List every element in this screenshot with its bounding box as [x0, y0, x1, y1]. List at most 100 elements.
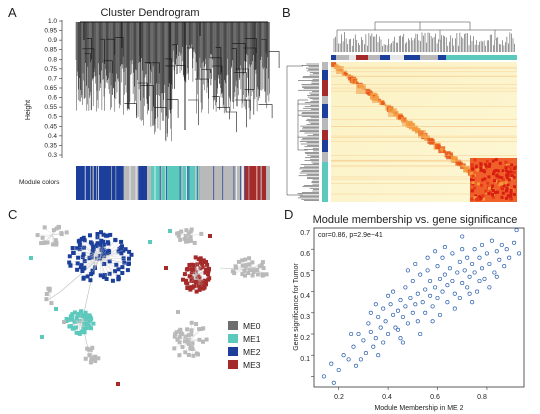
scatter-point [492, 270, 497, 275]
scatter-ylabel: Gene significance for Tumor [293, 263, 300, 351]
scatter-point [358, 357, 363, 362]
scatter-point [391, 312, 396, 317]
dendrogram-ytick: 0.95 [44, 28, 57, 35]
legend-label-me3: ME3 [243, 360, 261, 370]
scatter-points [321, 228, 522, 385]
scatter-point [395, 308, 401, 313]
dendrogram-ytick: 0.45 [44, 123, 57, 130]
network-node [208, 234, 212, 238]
scatter-point [494, 274, 499, 279]
legend-swatch-me1 [228, 334, 238, 343]
scatter-point [376, 314, 381, 320]
heatmap-top-dendrogram [333, 21, 515, 52]
scatter-point [452, 306, 457, 311]
scatter-point [504, 247, 509, 252]
heatmap-top-color-bar [331, 55, 517, 60]
scatter-point [321, 374, 326, 379]
scatter-point [452, 291, 457, 296]
dendrogram-ytick: 0.35 [44, 142, 57, 149]
scatter-point [363, 351, 368, 356]
dendrogram-ytick: 1.0 [48, 18, 57, 25]
scatter-point [477, 255, 482, 260]
module-color-bar [76, 166, 270, 200]
scatter-point [386, 331, 391, 337]
network-node [54, 307, 58, 311]
dendrogram-ytick: 0.75 [44, 66, 57, 73]
network-cluster-me0-a [35, 224, 69, 247]
scatter-point [433, 249, 438, 254]
scatter-point [391, 289, 396, 294]
scatter-point [450, 251, 455, 256]
scatter-point [383, 319, 388, 324]
scatter-point [410, 310, 415, 315]
scatter-frame [313, 227, 525, 388]
scatter-point [502, 264, 507, 269]
scatter-point [336, 367, 341, 373]
scatter-point [346, 357, 351, 362]
scatter-xtick: 0.6 [430, 394, 440, 401]
dendrogram-ytick: 0.7 [48, 75, 57, 82]
scatter-point [423, 310, 428, 315]
dendrogram-tree [75, 21, 280, 142]
legend-swatch-me2 [228, 347, 238, 356]
panel-a-label: A [8, 5, 17, 20]
scatter-point [435, 264, 440, 269]
scatter-point [455, 270, 460, 275]
scatter-ytick: 0.5 [300, 272, 310, 279]
scatter-point [395, 327, 401, 332]
scatter-point [418, 331, 423, 337]
panel-d: D Module membership vs. gene significanc… [284, 207, 525, 412]
scatter-point [373, 302, 378, 307]
scatter-point [349, 331, 354, 337]
dendrogram-yticks: 1.0 0.95 0.9 0.85 0.8 0.75 0.7 0.65 0.6 0.55 0.5 0.… [44, 18, 62, 159]
dendrogram-title: Cluster Dendrogram [100, 7, 199, 19]
panel-b-label: B [282, 5, 291, 20]
scatter-point [497, 257, 502, 262]
scatter-point [470, 261, 475, 267]
scatter-point [465, 285, 470, 290]
scatter-point [381, 340, 386, 345]
scatter-point [378, 325, 383, 330]
scatter-ytick: 0.7 [300, 230, 310, 237]
panel-c-label: C [8, 207, 17, 222]
scatter-point [356, 331, 361, 337]
network-node [176, 310, 180, 314]
scatter-point [351, 344, 356, 349]
scatter-point [460, 281, 465, 286]
scatter-point [472, 247, 477, 252]
dendrogram-ytick: 0.9 [48, 37, 57, 44]
heatmap-left-dendrogram [286, 63, 319, 201]
scatter-point [475, 289, 480, 294]
scatter-point [413, 261, 418, 267]
scatter-point [457, 259, 462, 264]
scatter-point [368, 329, 373, 334]
coexpression-network [29, 224, 269, 386]
scatter-point [472, 270, 477, 275]
scatter-point [450, 278, 455, 284]
scatter-point [388, 302, 393, 307]
scatter-point [331, 380, 336, 385]
scatter-point [371, 344, 376, 349]
scatter-point [470, 300, 475, 305]
panel-b: B [282, 5, 517, 202]
scatter-point [482, 276, 487, 281]
scatter-point [447, 266, 452, 271]
scatter-point [341, 353, 346, 358]
network-cluster-me0-f [44, 286, 54, 306]
scatter-point [373, 336, 378, 341]
scatter-ytick: 0.6 [300, 251, 310, 258]
scatter-point [428, 278, 433, 284]
network-node [116, 382, 120, 386]
dendrogram-ytick: 0.5 [48, 114, 57, 121]
network-cluster-me0-d [175, 227, 204, 245]
network-node [164, 266, 168, 270]
scatter-point [514, 228, 519, 233]
scatter-point [400, 340, 405, 345]
dendrogram-ylabel: Height [25, 100, 32, 120]
scatter-point [430, 304, 435, 309]
scatter-point [467, 274, 472, 279]
scatter-point [487, 285, 492, 290]
scatter-xtick: 0.2 [334, 394, 344, 401]
scatter-point [440, 255, 445, 260]
scatter-point [460, 247, 465, 252]
